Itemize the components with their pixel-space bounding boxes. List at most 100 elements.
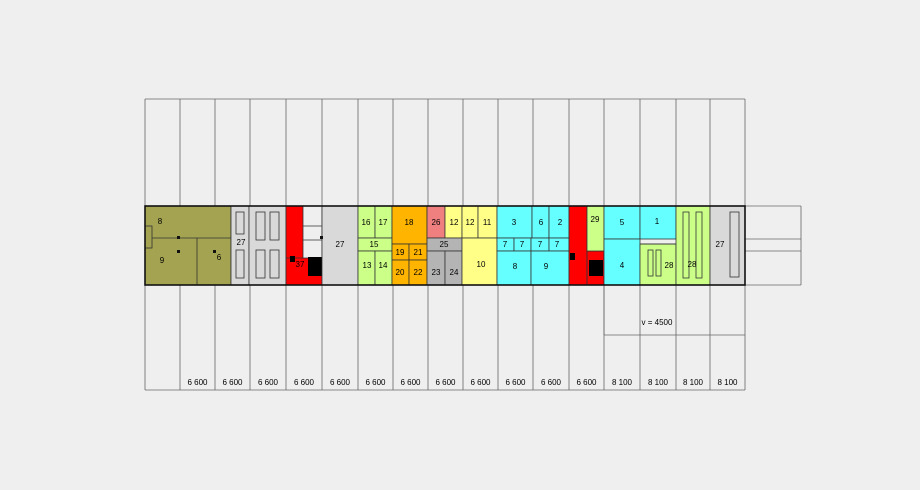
bay-span-label: 6 600 <box>505 378 526 387</box>
column-marker <box>320 236 323 239</box>
room-label: 18 <box>405 218 414 227</box>
bay-span-label: 8 100 <box>648 378 669 387</box>
room-label: 37 <box>296 260 305 269</box>
bay-span-label: 6 600 <box>470 378 491 387</box>
cyan-zone-east: 5 1 4 28 <box>603 205 677 286</box>
bay-span-label: 6 600 <box>541 378 562 387</box>
room-olive-block <box>144 205 232 286</box>
service-zone: 26 12 25 23 24 <box>426 205 463 286</box>
bay-span-label: 8 100 <box>717 378 738 387</box>
room-10 <box>461 237 498 286</box>
room-label: 6 <box>217 253 222 262</box>
room-27-open: 27 <box>320 205 359 286</box>
room-label: 14 <box>379 261 388 270</box>
room-18 <box>391 205 428 245</box>
height-note: v = 4500 <box>642 318 673 327</box>
room-gray <box>321 205 359 286</box>
room-label: 11 <box>483 218 492 227</box>
room-label: 10 <box>477 260 486 269</box>
room-label: 8 <box>513 262 518 271</box>
room-label: 1 <box>655 217 660 226</box>
core-shaft <box>269 211 280 241</box>
core-shaft <box>235 211 245 235</box>
bay-span-label: 6 600 <box>576 378 597 387</box>
structural-grid <box>145 98 802 391</box>
core-shaft <box>729 211 740 278</box>
room-label: 7 <box>538 240 543 249</box>
bay-span-label: 6 600 <box>435 378 456 387</box>
yellow-zone: 12 11 10 <box>461 205 498 286</box>
room-1 <box>639 205 677 240</box>
room-label: 28 <box>665 261 674 270</box>
room-label: 22 <box>414 268 423 277</box>
stair-void <box>308 257 322 276</box>
bay-span-label: 8 100 <box>612 378 633 387</box>
bay-span-label: 6 600 <box>222 378 243 387</box>
stair-void <box>589 260 603 276</box>
core-shaft <box>255 249 266 279</box>
column-marker <box>213 250 216 253</box>
bay-span-label: 6 600 <box>365 378 386 387</box>
room-label: 3 <box>512 218 517 227</box>
room-label: 12 <box>450 218 459 227</box>
room-label: 19 <box>396 248 405 257</box>
room-label: 9 <box>544 262 549 271</box>
room-stair-red <box>568 205 588 286</box>
room-29 <box>586 205 605 252</box>
bay-span-label: 8 100 <box>683 378 704 387</box>
room-28-fixture <box>647 249 654 277</box>
bay-span-label: 6 600 <box>294 378 315 387</box>
stair-void <box>570 253 575 260</box>
room-label: 5 <box>620 218 625 227</box>
bay-span-label: 6 600 <box>330 378 351 387</box>
column-marker <box>177 236 180 239</box>
room-8 <box>496 250 532 286</box>
stair-east: 29 <box>568 205 605 286</box>
building-outline <box>144 205 746 286</box>
room-label: 29 <box>591 215 600 224</box>
core-shaft <box>235 249 245 279</box>
room-label: 13 <box>363 261 372 270</box>
room-9 <box>530 250 570 286</box>
grid-columns <box>144 99 746 390</box>
lime-zone: 16 17 15 13 14 <box>357 205 393 286</box>
room-core <box>248 205 287 286</box>
room-label: 27 <box>336 240 345 249</box>
room-label: 24 <box>450 268 459 277</box>
room-28-east: 28 <box>675 205 711 286</box>
bay-span-labels: 6 600 6 600 6 600 6 600 6 600 6 600 6 600 6 600… <box>187 378 738 387</box>
room-label: 12 <box>466 218 475 227</box>
room-label: 7 <box>520 240 525 249</box>
room-label: 26 <box>432 218 441 227</box>
core-shaft <box>269 249 280 279</box>
core-shaft <box>255 211 266 241</box>
orange-zone: 18 19 21 20 22 <box>391 205 428 286</box>
room-label: 28 <box>688 260 697 269</box>
bay-span-label: 6 600 <box>187 378 208 387</box>
room-label: 9 <box>160 256 165 265</box>
core-27-left: 27 <box>230 205 250 286</box>
room-28-fixture <box>655 249 662 277</box>
room-28-fixture <box>695 211 703 279</box>
room-label: 8 <box>158 217 163 226</box>
stair-void <box>290 256 295 262</box>
core-27-east: 27 <box>709 205 746 286</box>
column-marker <box>177 250 180 253</box>
room-label: 20 <box>396 268 405 277</box>
room-label: 15 <box>370 240 379 249</box>
stair-37: 37 <box>285 205 323 286</box>
room-label: 4 <box>620 261 625 270</box>
core-27-shafts <box>248 205 287 286</box>
room-label: 23 <box>432 268 441 277</box>
bay-span-label: 6 600 <box>400 378 421 387</box>
niche <box>144 225 153 249</box>
room-5 <box>603 205 641 240</box>
room-label: 7 <box>555 240 560 249</box>
room-28-fixture <box>682 211 690 279</box>
bay-span-label: 6 600 <box>258 378 279 387</box>
room-label: 17 <box>379 218 388 227</box>
cyan-zone-west: 3 6 2 7 7 7 7 8 9 <box>496 205 570 286</box>
olive-zone: 8 9 6 <box>144 205 232 286</box>
room-label: 16 <box>362 218 371 227</box>
